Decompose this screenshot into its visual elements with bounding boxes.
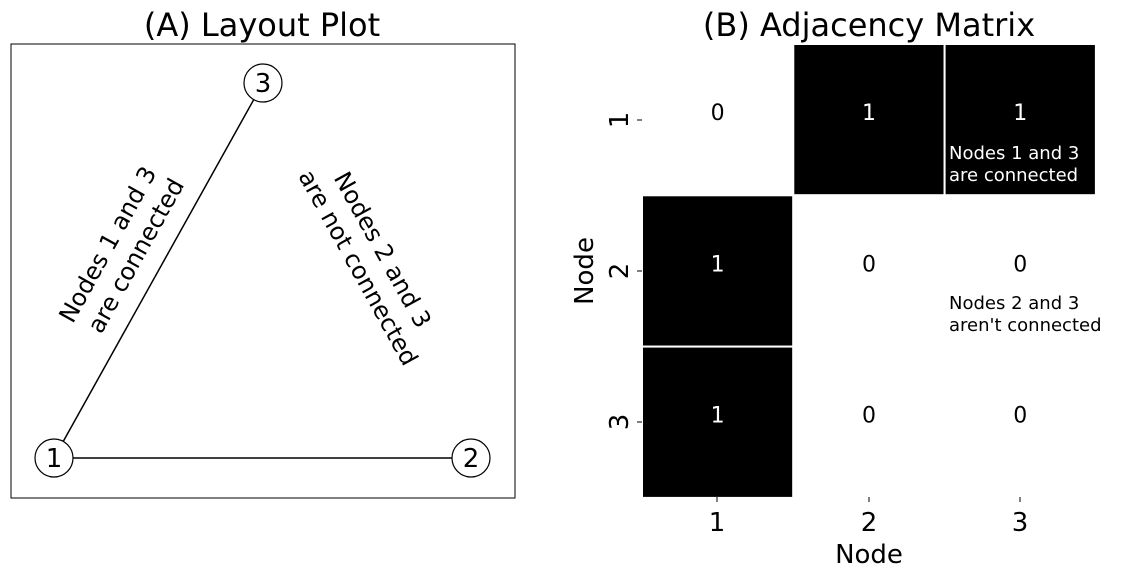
matrix-cell-value: 0 bbox=[862, 252, 876, 277]
matrix-cell-value: 0 bbox=[711, 101, 725, 126]
node-1-label: 1 bbox=[46, 444, 63, 474]
node-2-circle bbox=[451, 438, 491, 478]
matrix-cell bbox=[792, 194, 946, 348]
adjacency-matrix-title: (B) Adjacency Matrix bbox=[703, 6, 1035, 44]
annotation-not-connected-matrix-line-1: Nodes 2 and 3 bbox=[949, 293, 1079, 314]
node-2: 2 bbox=[451, 438, 491, 478]
matrix-cell bbox=[641, 194, 795, 348]
edge-1-3 bbox=[53, 82, 264, 459]
node-2-label: 2 bbox=[463, 444, 480, 474]
matrix-ticks bbox=[637, 119, 1021, 502]
x-tick-label-2: 2 bbox=[861, 508, 878, 538]
annotation-connected-matrix: Nodes 1 and 3 are connected bbox=[949, 143, 1085, 186]
matrix-cell bbox=[943, 345, 1097, 499]
x-axis-label: Node bbox=[835, 540, 903, 570]
matrix-cell-value: 0 bbox=[1013, 404, 1027, 429]
layout-plot-title: (A) Layout Plot bbox=[144, 6, 380, 44]
node-1: 1 bbox=[34, 438, 74, 478]
y-tick-label-2: 2 bbox=[605, 263, 635, 280]
matrix-cell bbox=[943, 43, 1097, 197]
y-tick-label-1: 1 bbox=[605, 112, 635, 129]
matrix-cells: 0 1 1 1 0 0 1 0 0 bbox=[641, 43, 1097, 499]
adjacency-matrix-panel: (B) Adjacency Matrix 0 1 1 1 0 0 1 0 0 1 2 3 1 2… bbox=[570, 6, 1102, 570]
matrix-cell-value: 1 bbox=[1013, 101, 1027, 126]
matrix-cell bbox=[641, 345, 795, 499]
node-1-circle bbox=[34, 438, 74, 478]
x-tick-label-3: 3 bbox=[1012, 508, 1029, 538]
annotation-not-connected-matrix-line-2: aren't connected bbox=[949, 315, 1102, 336]
matrix-cell bbox=[792, 345, 946, 499]
annotation-connected-matrix-line-1: Nodes 1 and 3 bbox=[949, 143, 1079, 164]
annotation-connected-matrix-line-2: are connected bbox=[949, 165, 1078, 186]
annotation-not-connected-matrix: Nodes 2 and 3 aren't connected bbox=[949, 293, 1102, 336]
y-tick-label-3: 3 bbox=[605, 414, 635, 431]
matrix-cell-value: 1 bbox=[862, 101, 876, 126]
node-3-label: 3 bbox=[255, 69, 272, 99]
layout-plot-panel: (A) Layout Plot 1 2 3 Nodes 1 and 3 are … bbox=[10, 6, 516, 499]
node-3: 3 bbox=[243, 63, 283, 103]
matrix-cell-value: 0 bbox=[862, 404, 876, 429]
node-3-circle bbox=[243, 63, 283, 103]
x-tick-label-1: 1 bbox=[709, 508, 726, 538]
matrix-cell-value: 1 bbox=[711, 404, 725, 429]
matrix-cell bbox=[943, 194, 1097, 348]
matrix-cell bbox=[792, 43, 946, 197]
matrix-cell-value: 1 bbox=[711, 252, 725, 277]
layout-plot-frame bbox=[10, 43, 516, 499]
matrix-cell-value: 0 bbox=[1013, 252, 1027, 277]
y-axis-label: Node bbox=[570, 237, 600, 305]
